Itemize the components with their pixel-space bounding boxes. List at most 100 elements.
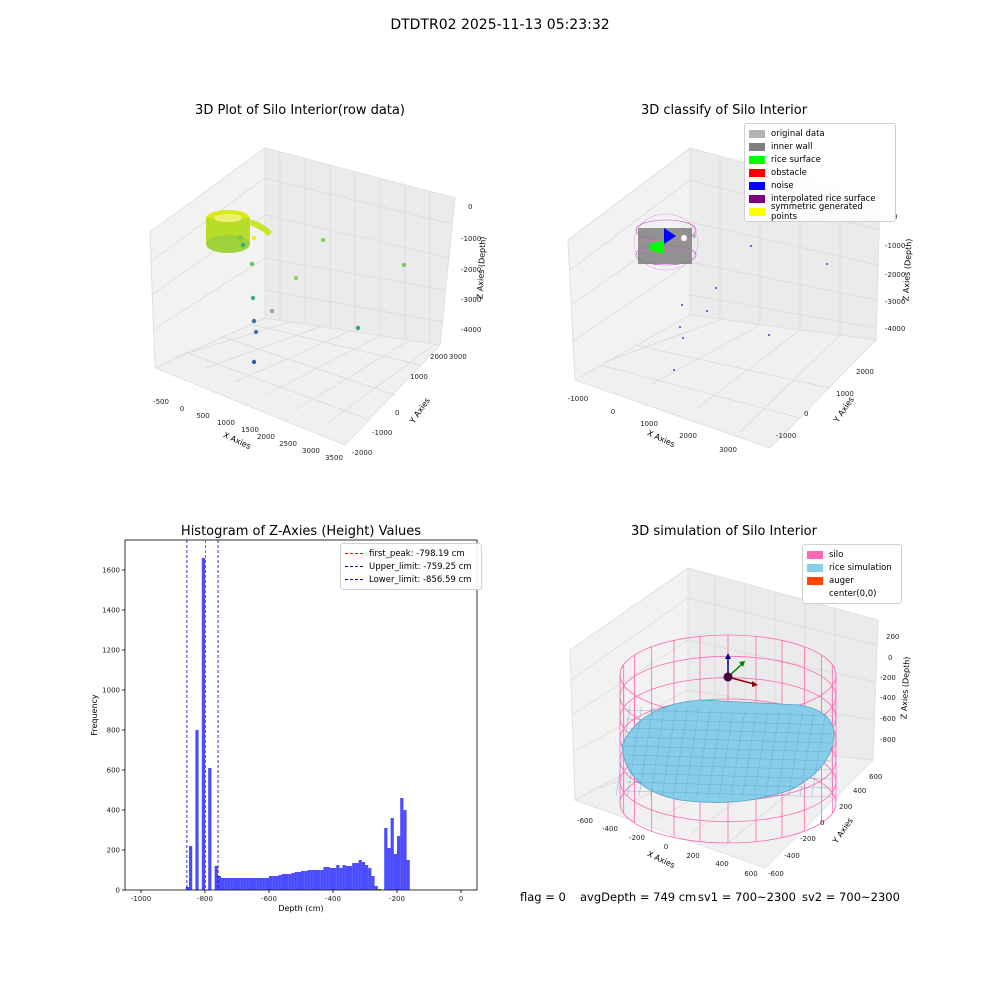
histogram-bar [217, 876, 221, 890]
p4-ztick: 0 [888, 654, 892, 662]
histogram-bar [259, 878, 263, 890]
rice-mesh-line [625, 745, 833, 753]
p1-outlier-point [269, 308, 275, 314]
p4-ytick: -200 [800, 835, 816, 843]
p3-ytick-label: 600 [107, 767, 120, 775]
p1-xtick: 3000 [302, 447, 320, 455]
histogram-bar [323, 867, 327, 890]
p2-legend-swatch [749, 129, 765, 138]
panel3-legend: first_peak: -798.19 cm Upper_limit: -759.… [340, 543, 482, 590]
p3-xtick-label: -600 [261, 895, 277, 903]
p3-xtick-label: -400 [325, 895, 341, 903]
p4-ytick: -600 [768, 870, 784, 878]
p2-noise-point [679, 326, 681, 328]
panel3-title: Histogram of Z-Axies (Height) Values [180, 524, 422, 539]
p4-ztick: 200 [886, 633, 899, 641]
rice-mesh-line [625, 781, 833, 789]
panel2-classified-cluster [633, 213, 699, 271]
rice-mesh-line [707, 709, 723, 797]
rice-mesh-line [638, 706, 654, 797]
p2-legend-label: original data [771, 128, 825, 139]
p3-legend-line [345, 579, 363, 580]
p2-noise-point [681, 304, 683, 306]
histogram-bar [342, 865, 346, 890]
histogram-bar [233, 878, 237, 890]
histogram-bar [377, 889, 381, 890]
rice-mesh-line [765, 711, 780, 797]
p4-ytick: -400 [784, 852, 800, 860]
p3-ytick-label: 800 [107, 727, 120, 735]
p2-legend-label: interpolated rice surface [771, 193, 876, 204]
p2-legend-label: noise [771, 180, 794, 191]
histogram-bar [352, 863, 356, 890]
rice-mesh-line [625, 736, 833, 744]
p4-legend-item: auger [807, 574, 897, 587]
rice-mesh-line [625, 772, 833, 780]
p2-legend-item: interpolated rice surface [749, 192, 891, 205]
p4-zlabel: Z Axies (Depth) [899, 656, 911, 719]
p1-ytick: 0 [395, 409, 399, 417]
p3-ytick-label: 1000 [102, 687, 120, 695]
p2-legend-item: rice surface [749, 153, 891, 166]
p2-legend-swatch [749, 168, 765, 177]
p2-legend-label: obstacle [771, 167, 807, 178]
histogram-bar [336, 865, 340, 890]
p3-legend-item: Lower_limit: -856.59 cm [345, 573, 477, 586]
histogram-bar [265, 878, 269, 890]
p4-xtick: 400 [715, 860, 728, 868]
p3-legend-item: Upper_limit: -759.25 cm [345, 560, 477, 573]
histogram-bar [189, 846, 193, 890]
histogram-bar [358, 860, 362, 890]
p1-outlier-point [293, 275, 299, 281]
histogram-bar [384, 828, 388, 890]
p4-xtick: 600 [744, 870, 757, 878]
histogram-bar [208, 768, 212, 890]
rice-mesh-line [753, 710, 769, 797]
sv1-text: sv1 = 700~2300 [698, 890, 796, 904]
histogram-bar [326, 867, 330, 890]
panel4-title: 3D simulation of Silo Interior [631, 524, 817, 539]
histogram-bar [291, 873, 295, 890]
histogram-bar [240, 878, 244, 890]
p2-noise-point [750, 245, 752, 247]
p1-ztick: -2000 [461, 266, 481, 274]
histogram-bar [221, 878, 225, 890]
p3-ytick-label: 400 [107, 807, 120, 815]
histogram-bar [288, 874, 292, 890]
rice-mesh-line [684, 708, 700, 797]
p1-xtick: 0 [180, 405, 184, 413]
p4-legend-label: auger [829, 575, 854, 586]
histogram-bar [374, 886, 378, 890]
p4-legend-swatch [807, 550, 823, 559]
p3-xtick-label: -800 [197, 895, 213, 903]
p3-legend-label: first_peak: -798.19 cm [369, 548, 465, 559]
auger-marker [723, 653, 758, 687]
p4-xtick: -600 [577, 817, 593, 825]
p2-ytick: -1000 [776, 432, 796, 440]
p1-xtick: 2000 [257, 433, 275, 441]
rice-mesh-line [776, 711, 792, 797]
p2-ytick: 0 [804, 410, 808, 418]
histogram-bar [387, 848, 391, 890]
histogram-bar [243, 878, 247, 890]
p3-bars [185, 558, 410, 890]
sv2-text: sv2 = 700~2300 [802, 890, 900, 904]
histogram-bar [246, 878, 250, 890]
histogram-bar [227, 878, 231, 890]
p3-ytick-label: 1400 [102, 607, 120, 615]
rice-mesh-line [625, 763, 833, 771]
panel1-point-cluster [206, 210, 273, 253]
figure-title: DTDTR02 2025-11-13 05:23:32 [390, 17, 610, 33]
p2-xtick: 1000 [640, 420, 658, 428]
histogram-bar [317, 870, 321, 890]
histogram-bar [403, 810, 407, 890]
p1-outlier-point [320, 237, 326, 243]
histogram-bar [297, 872, 301, 890]
p4-legend-item: rice simulation [807, 561, 897, 574]
p1-xtick: 3500 [325, 454, 343, 462]
histogram-bar [365, 865, 369, 890]
histogram-bar [253, 878, 257, 890]
rice-mesh-line [696, 708, 711, 797]
p3-xlabel: Depth (cm) [278, 904, 323, 913]
